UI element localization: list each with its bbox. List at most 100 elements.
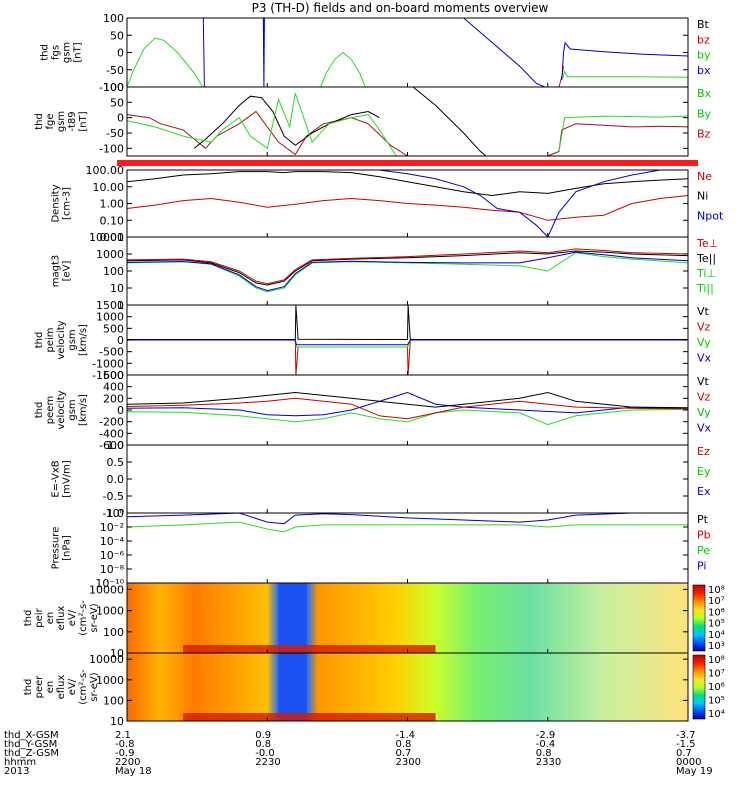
- y-axis-label: thd: [34, 113, 45, 130]
- y-axis-label: thd: [23, 610, 34, 627]
- y-tick-label: -100: [99, 142, 124, 155]
- y-tick-label: 10: [110, 715, 124, 728]
- legend-Pb: Pb: [697, 529, 711, 542]
- legend-Bz: Bz: [697, 128, 711, 141]
- legend-bx: bx: [697, 64, 711, 77]
- series-Pe: [126, 521, 688, 533]
- legend-Vx: Vx: [697, 422, 712, 435]
- x-axis-tick-value: -0.9: [115, 748, 135, 759]
- y-tick-label: 10⁻⁶: [100, 549, 125, 562]
- legend-Ni: Ni: [697, 190, 708, 203]
- y-axis-label: velocity: [56, 320, 67, 359]
- series-bx: [262, 17, 265, 88]
- series-Pi: [126, 512, 688, 525]
- colorbar: [692, 654, 706, 720]
- spectrogram-field: [127, 653, 688, 721]
- y-axis-label: [cm-3]: [62, 187, 73, 220]
- y-axis-label: (cm²-s-: [78, 669, 89, 705]
- legend-Ex: Ex: [697, 485, 711, 498]
- x-axis-tick-value: 2.1: [115, 730, 131, 741]
- y-tick-label: 0.5: [107, 456, 125, 469]
- legend-Bt: Bt: [697, 18, 710, 31]
- y-tick-label: 10: [110, 282, 124, 295]
- y-axis-label: Density: [51, 184, 62, 222]
- spectrogram-field: [127, 583, 688, 653]
- legend-by: by: [697, 49, 711, 62]
- colorbar-label: 10⁷: [708, 669, 725, 680]
- legend-Npot: Npot: [697, 209, 724, 222]
- series-Bx: [558, 115, 689, 152]
- y-tick-label: 10.00: [93, 181, 125, 194]
- y-axis-label: thd: [23, 679, 34, 696]
- y-axis-label: eV/: [67, 678, 78, 695]
- x-axis-tick-value: 0.7: [396, 748, 412, 759]
- y-axis-label: peir: [34, 607, 45, 627]
- panel-fgs: [126, 17, 689, 88]
- y-tick-label: 100: [103, 12, 124, 25]
- legend-Vy: Vy: [697, 336, 711, 349]
- y-tick-label: 500: [103, 322, 124, 335]
- y-tick-label: 200: [103, 392, 124, 405]
- colorbar-label: 10⁶: [708, 607, 725, 618]
- colorbar-label: 10⁴: [708, 709, 725, 720]
- series-by: [126, 37, 204, 88]
- x-axis-tick-value: -1.4: [396, 730, 416, 741]
- y-tick-label: 10000: [89, 653, 124, 666]
- spectrogram-low-energy-band: [183, 713, 436, 721]
- legend-Ne: Ne: [697, 170, 712, 183]
- x-axis-row-label: 2013: [4, 766, 29, 777]
- y-tick-label: 0.10: [100, 214, 125, 227]
- y-axis-label: thd: [34, 402, 45, 419]
- y-axis-label: en: [45, 681, 56, 694]
- colorbar-label: 10⁶: [708, 682, 725, 693]
- y-axis-label: fge: [45, 113, 56, 129]
- x-axis-tick-value: May 19: [676, 766, 713, 777]
- x-axis-tick-value: 0.8: [536, 748, 552, 759]
- y-axis-label: [eV]: [62, 261, 73, 282]
- x-axis-row-label: thd_X-GSM: [4, 730, 59, 741]
- x-axis-row-label: hhmm: [4, 757, 36, 768]
- series-Bz: [126, 110, 408, 157]
- y-axis-label: velocity: [56, 390, 67, 429]
- series-bx: [202, 17, 205, 88]
- legend-Vx: Vx: [697, 352, 712, 365]
- panel-background: [127, 445, 688, 513]
- y-tick-label: -50: [106, 64, 124, 77]
- x-axis-row-label: thd_Y-GSM: [4, 739, 57, 750]
- y-tick-label: 600: [103, 369, 124, 382]
- y-tick-label: 0: [117, 112, 124, 125]
- y-axis-label: -t89: [67, 111, 78, 131]
- series-Ni: [126, 171, 689, 197]
- y-axis-label: peem: [45, 396, 56, 424]
- series-Bx: [126, 92, 397, 157]
- colorbar-label: 10⁸: [708, 585, 725, 596]
- y-axis-label: magt3: [51, 255, 62, 288]
- panel-peir_eflux: [126, 582, 706, 654]
- x-axis-tick-value: May 18: [115, 766, 152, 777]
- legend-By: By: [697, 107, 712, 120]
- legend-Bx: Bx: [697, 87, 712, 100]
- y-axis-label: sr-eV): [89, 603, 100, 632]
- x-axis-tick-value: -0.4: [536, 739, 556, 750]
- legend-Te⊥: Te⊥: [696, 237, 718, 250]
- x-axis-tick-value: -0.0: [255, 748, 275, 759]
- y-tick-label: 10: [110, 647, 124, 660]
- y-tick-label: 0.01: [100, 231, 125, 244]
- series-Te||: [126, 250, 689, 286]
- y-tick-label: 10⁻⁴: [100, 535, 125, 548]
- legend-Vy: Vy: [697, 406, 711, 419]
- legend-Ez: Ez: [697, 445, 710, 458]
- y-axis-label: Pressure: [51, 527, 62, 570]
- series-Vx: [127, 339, 688, 346]
- y-axis-label: [km/s]: [78, 324, 89, 356]
- y-tick-label: 1000: [96, 605, 124, 618]
- y-tick-label: -1000: [92, 357, 124, 370]
- y-tick-label: -500: [99, 346, 124, 359]
- y-axis-label: gsm: [67, 329, 78, 350]
- x-axis-tick-value: 2200: [115, 757, 140, 768]
- y-axis-label: sr-eV): [89, 672, 100, 701]
- y-tick-label: 10⁻²: [100, 521, 124, 534]
- legend-bz: bz: [697, 33, 710, 46]
- y-axis-label: [nT]: [73, 42, 84, 62]
